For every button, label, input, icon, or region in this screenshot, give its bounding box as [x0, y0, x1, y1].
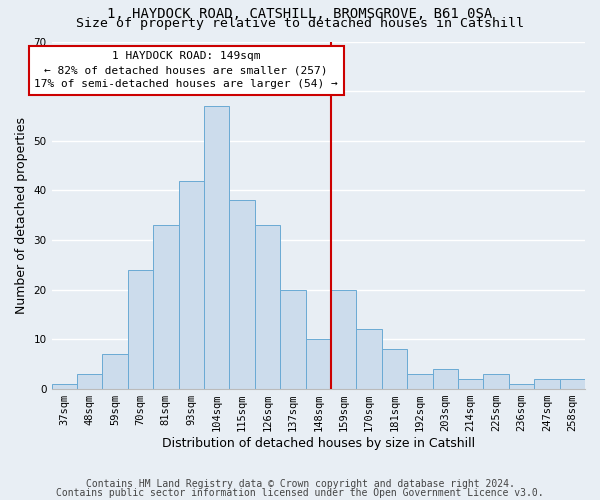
Text: 1, HAYDOCK ROAD, CATSHILL, BROMSGROVE, B61 0SA: 1, HAYDOCK ROAD, CATSHILL, BROMSGROVE, B…	[107, 8, 493, 22]
X-axis label: Distribution of detached houses by size in Catshill: Distribution of detached houses by size …	[162, 437, 475, 450]
Bar	[356, 330, 382, 389]
Y-axis label: Number of detached properties: Number of detached properties	[15, 117, 28, 314]
Bar	[229, 200, 255, 389]
Bar	[280, 290, 305, 389]
Bar	[305, 340, 331, 389]
Text: Contains public sector information licensed under the Open Government Licence v3: Contains public sector information licen…	[56, 488, 544, 498]
Bar	[153, 225, 179, 389]
Bar	[77, 374, 103, 389]
Bar	[103, 354, 128, 389]
Bar	[52, 384, 77, 389]
Bar	[382, 350, 407, 389]
Bar	[458, 379, 484, 389]
Bar	[255, 225, 280, 389]
Bar	[407, 374, 433, 389]
Text: 1 HAYDOCK ROAD: 149sqm
← 82% of detached houses are smaller (257)
17% of semi-de: 1 HAYDOCK ROAD: 149sqm ← 82% of detached…	[34, 52, 338, 90]
Bar	[509, 384, 534, 389]
Text: Size of property relative to detached houses in Catshill: Size of property relative to detached ho…	[76, 18, 524, 30]
Bar	[433, 369, 458, 389]
Bar	[560, 379, 585, 389]
Text: Contains HM Land Registry data © Crown copyright and database right 2024.: Contains HM Land Registry data © Crown c…	[86, 479, 514, 489]
Bar	[484, 374, 509, 389]
Bar	[128, 270, 153, 389]
Bar	[204, 106, 229, 389]
Bar	[534, 379, 560, 389]
Bar	[331, 290, 356, 389]
Bar	[179, 180, 204, 389]
